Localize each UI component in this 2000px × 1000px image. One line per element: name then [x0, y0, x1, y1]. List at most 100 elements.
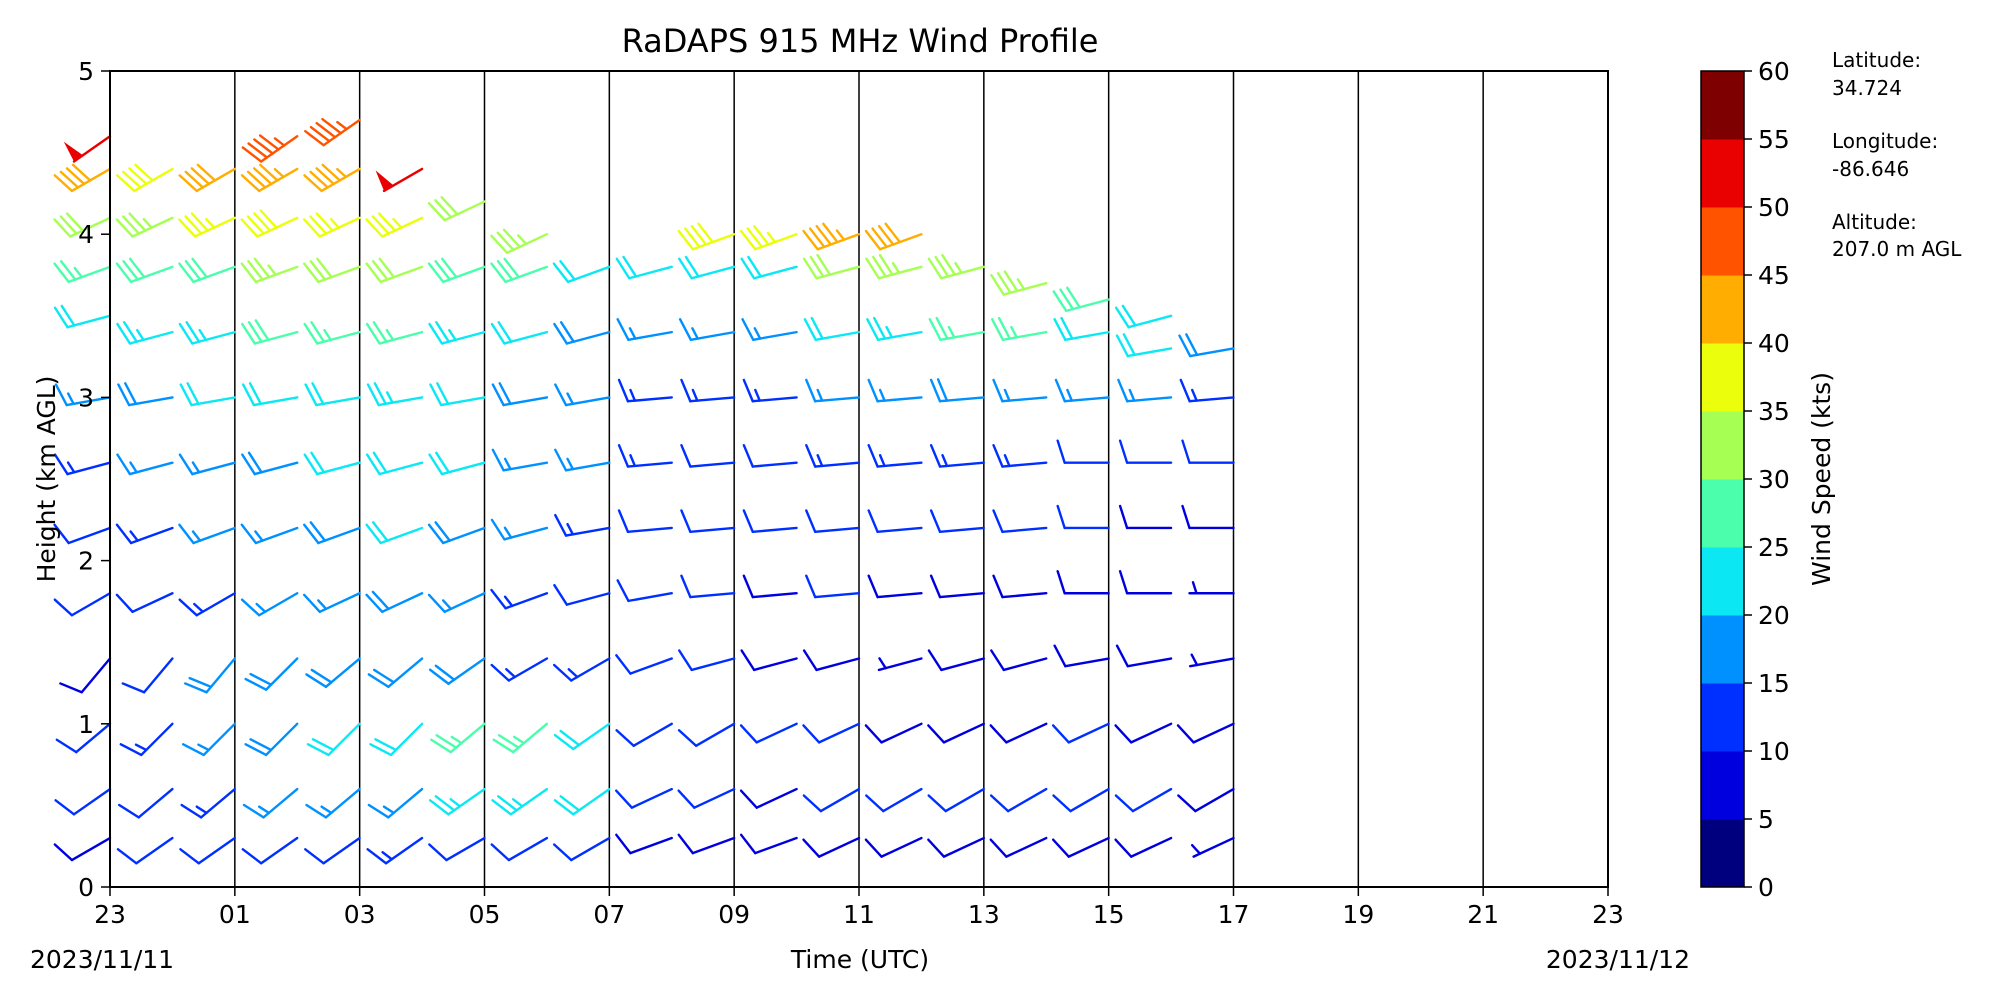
barb-flag	[178, 523, 195, 545]
barb-flag	[989, 794, 1010, 813]
barb-flag	[241, 848, 263, 865]
barb-shaft	[817, 836, 861, 858]
barb-shaft	[689, 592, 736, 599]
barb-flag	[259, 209, 278, 229]
barb-flag	[742, 444, 754, 468]
longitude-label: Longitude:	[1832, 129, 1938, 153]
wind-barb	[864, 222, 923, 251]
barb-flag	[559, 260, 576, 281]
wind-barb	[1056, 504, 1110, 530]
barb-shaft	[944, 787, 986, 813]
barb-flag	[115, 593, 134, 614]
wind-barb	[53, 592, 112, 617]
barb-half-flag	[878, 388, 886, 402]
y-tick-label: 1	[78, 710, 94, 739]
barb-flag	[253, 167, 273, 186]
barb-shaft	[1064, 657, 1110, 668]
barb-flag	[678, 318, 693, 341]
wind-barb	[927, 722, 986, 744]
barb-flag	[802, 229, 819, 251]
barb-flag	[372, 521, 389, 542]
barb-flag	[365, 453, 381, 476]
barb-flag	[367, 673, 390, 689]
barb-flag	[254, 319, 270, 342]
barb-flag	[684, 227, 701, 249]
barb-flag	[1003, 270, 1019, 293]
barb-half-flag	[505, 668, 517, 679]
barb-flag	[54, 799, 76, 816]
barb-flag	[742, 574, 754, 599]
barb-flag	[864, 229, 882, 251]
barb-half-flag	[382, 805, 395, 815]
colorbar-segment	[1701, 275, 1744, 344]
barb-flag	[1056, 570, 1066, 595]
barb-flag	[990, 649, 1005, 672]
barb-flag	[244, 743, 268, 757]
barb-flag	[616, 318, 630, 341]
wind-barb	[178, 163, 237, 193]
barb-flag	[190, 212, 209, 232]
barb-flag	[365, 593, 384, 614]
barb-half-flag	[142, 217, 153, 229]
barb-flag	[253, 138, 274, 155]
wind-barb	[1178, 333, 1235, 358]
barb-flag	[496, 260, 514, 281]
barb-flag	[310, 668, 333, 684]
barb-flag	[803, 318, 817, 341]
wind-barb	[1052, 787, 1110, 813]
barb-half-flag	[191, 461, 201, 474]
wind-barb	[53, 212, 112, 238]
barb-flag	[559, 321, 575, 343]
wind-barb	[1115, 333, 1173, 358]
wind-barb	[241, 134, 299, 163]
wind-barb	[53, 836, 112, 862]
barb-flag	[929, 378, 942, 403]
barb-flag	[1181, 439, 1191, 464]
barb-flag	[1177, 794, 1197, 813]
barb-shaft	[754, 836, 798, 855]
barb-flag	[552, 262, 570, 284]
barb-half-flag	[691, 327, 699, 340]
barb-half-flag	[816, 388, 824, 402]
barb-flag	[305, 803, 328, 819]
wind-barb	[116, 163, 174, 193]
barb-flag	[1054, 378, 1067, 403]
barb-shaft	[629, 836, 673, 855]
barb-flag	[496, 231, 515, 252]
x-tick-label: 03	[344, 900, 376, 929]
barb-half-flag	[566, 522, 575, 536]
wind-barb	[490, 518, 549, 541]
colorbar-tick-label: 45	[1758, 261, 1790, 290]
wind-barb	[365, 212, 424, 238]
barb-flag	[196, 163, 217, 182]
latitude-value: 34.724	[1832, 76, 1902, 100]
colorbar: 0 5 10 15 20 25 30 35 40 45 50 55 60	[1700, 57, 1790, 902]
wind-barb	[491, 382, 549, 407]
wind-barb	[490, 588, 549, 610]
barb-flag	[435, 734, 458, 749]
colorbar-tick-label: 30	[1758, 465, 1790, 494]
barb-flag	[867, 509, 879, 533]
barb-flag	[864, 724, 883, 744]
hour-gridlines	[109, 71, 1609, 887]
barb-flag	[490, 322, 506, 345]
wind-barb	[429, 382, 486, 407]
barb-flag	[242, 803, 265, 819]
wind-barb	[1114, 836, 1173, 858]
colorbar-segment	[1701, 343, 1744, 412]
barb-flag	[1066, 286, 1081, 309]
barb-flag	[434, 260, 451, 281]
wind-barb	[1053, 316, 1110, 341]
wind-barb	[554, 513, 611, 537]
barb-flag	[427, 593, 446, 614]
wind-barb	[242, 382, 299, 407]
wind-barb	[740, 255, 798, 280]
barb-flag	[617, 378, 630, 403]
barb-flag	[864, 838, 883, 858]
wind-barb	[553, 583, 611, 606]
barb-shaft	[813, 526, 861, 533]
wind-barbs	[53, 117, 1235, 865]
barb-flag	[1053, 644, 1067, 668]
barb-shaft	[819, 787, 861, 813]
y-tick-label: 4	[78, 220, 94, 249]
